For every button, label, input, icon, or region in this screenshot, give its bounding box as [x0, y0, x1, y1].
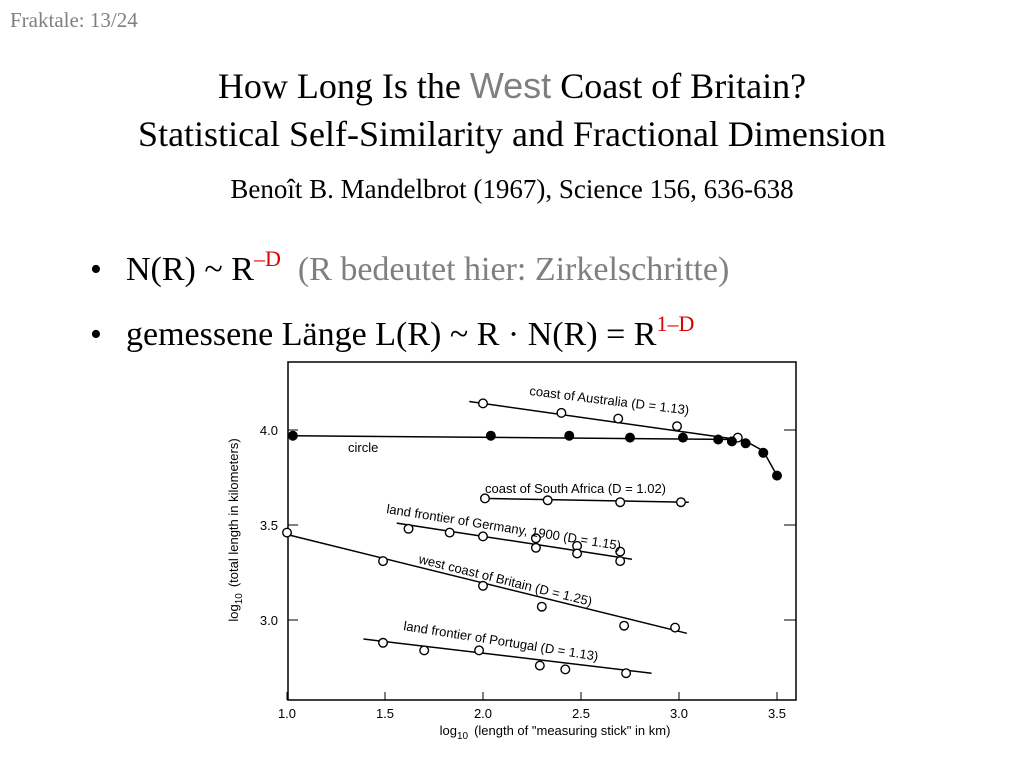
x-tick-label: 1.0 — [278, 706, 296, 721]
bullet-2-exponent: 1–D — [656, 311, 695, 336]
y-tick-label: 4.0 — [260, 423, 278, 438]
open-data-point — [478, 580, 489, 591]
bullet-item-2: • gemessene Länge L(R) ~ R · N(R) = R1–D — [90, 297, 729, 362]
filled-data-point — [772, 470, 783, 481]
slide-counter: Fraktale: 13/24 — [10, 8, 138, 32]
title-line-2: Statistical Self-Similarity and Fraction… — [138, 114, 886, 154]
title-part2: Coast of Britain? — [551, 66, 807, 106]
open-data-point — [478, 531, 489, 542]
axis-ticks: 1.0 1.5 2.0 2.5 3.0 3.5 3.0 3.5 4.0 — [260, 423, 796, 721]
open-data-point — [536, 601, 547, 612]
open-data-point — [479, 493, 490, 504]
title-part1: How Long Is the — [217, 66, 470, 106]
plot-frame — [287, 361, 797, 701]
y-axis-label-sub: 10 — [234, 593, 245, 605]
bullet-list: • N(R) ~ R–D (R bedeutet hier: Zirkelschr… — [90, 232, 729, 362]
series-label: land frontier of Portugal (D = 1.13) — [403, 618, 600, 664]
x-tick-label: 2.5 — [572, 706, 590, 721]
data-points — [282, 398, 783, 679]
x-tick-label: 2.0 — [474, 706, 492, 721]
open-data-point — [530, 533, 541, 544]
open-data-point — [615, 546, 626, 557]
filled-data-point — [758, 447, 769, 458]
open-data-point — [542, 495, 553, 506]
open-data-point — [378, 556, 389, 567]
open-data-point — [478, 398, 489, 409]
filled-data-point — [726, 436, 737, 447]
bullet-marker: • — [90, 251, 102, 288]
open-data-point — [282, 527, 293, 538]
series-label: coast of South Africa (D = 1.02) — [485, 481, 666, 496]
series-label: coast of Australia (D = 1.13) — [529, 383, 690, 417]
series-label: land frontier of Germany, 1900 (D = 1.15… — [386, 501, 623, 553]
open-data-point — [732, 432, 743, 443]
fit-lines — [286, 400, 778, 674]
y-axis-label-log: log — [226, 604, 241, 621]
y-axis-label: log10 (total length in kilometers) — [226, 438, 245, 621]
open-data-point — [474, 645, 485, 656]
x-tick-label: 3.0 — [670, 706, 688, 721]
fit-line — [469, 400, 738, 441]
x-tick-label: 3.5 — [768, 706, 786, 721]
citation: Benoît B. Mandelbrot (1967), Science 156… — [230, 174, 794, 204]
bullet-2-text: gemessene Länge L(R) ~ R · N(R) = R — [126, 316, 657, 353]
bullet-marker: • — [90, 316, 102, 353]
series-label: circle — [348, 440, 378, 455]
bullet-1-exponent: –D — [253, 246, 281, 271]
open-data-point — [530, 542, 541, 553]
fit-line — [292, 434, 778, 476]
open-data-point — [572, 548, 583, 559]
open-data-point — [444, 527, 455, 538]
filled-data-point — [287, 430, 298, 441]
open-data-point — [615, 497, 626, 508]
fit-line — [482, 497, 689, 503]
fit-line — [396, 522, 633, 560]
title-highlight: West — [469, 65, 552, 106]
filled-data-point — [564, 430, 575, 441]
series-labels: coast of Australia (D = 1.13) circle coast… — [348, 383, 690, 664]
series-label: west coast of Britain (D = 1.25) — [416, 551, 593, 609]
open-data-point — [534, 660, 545, 671]
filled-data-point — [740, 438, 751, 449]
filled-data-point — [677, 432, 688, 443]
x-axis-label-text: (length of "measuring stick" in km) — [474, 723, 670, 738]
filled-data-point — [625, 432, 636, 443]
filled-data-point — [485, 430, 496, 441]
x-axis-label-sub: 10 — [457, 731, 469, 742]
open-data-point — [670, 622, 681, 633]
y-axis-label-text: (total length in kilometers) — [226, 438, 241, 587]
open-data-point — [378, 637, 389, 648]
slide-title: How Long Is the West Coast of Britain? S… — [0, 62, 1024, 158]
y-tick-label: 3.0 — [260, 613, 278, 628]
open-data-point — [621, 668, 632, 679]
x-axis-label: log10 (length of "measuring stick" in km) — [440, 723, 671, 742]
open-data-point — [403, 523, 414, 534]
open-data-point — [615, 556, 626, 567]
bullet-1-note: (R bedeutet hier: Zirkelschritte) — [297, 251, 730, 288]
open-data-point — [675, 497, 686, 508]
open-data-point — [556, 407, 567, 418]
bullet-1-text: N(R) ~ R — [126, 251, 254, 288]
open-data-point — [619, 620, 630, 631]
filled-data-point — [713, 434, 724, 445]
title-line-1: How Long Is the West Coast of Britain? — [0, 62, 1024, 110]
open-data-point — [613, 413, 624, 424]
fit-line — [363, 638, 652, 674]
x-axis-label-log: log — [440, 723, 457, 738]
fit-line — [286, 533, 688, 635]
open-data-point — [419, 645, 430, 656]
open-data-point — [672, 421, 683, 432]
open-data-point — [560, 664, 571, 675]
open-data-point — [572, 540, 583, 551]
x-tick-label: 1.5 — [376, 706, 394, 721]
y-tick-label: 3.5 — [260, 518, 278, 533]
bullet-item-1: • N(R) ~ R–D (R bedeutet hier: Zirkelschr… — [90, 232, 729, 297]
